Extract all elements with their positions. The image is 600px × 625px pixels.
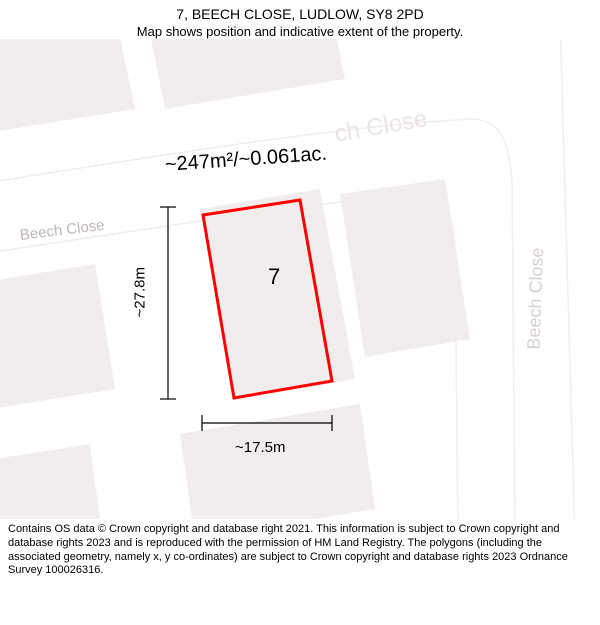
height-dimension-label: ~27.8m <box>132 267 149 317</box>
copyright-footer: Contains OS data © Crown copyright and d… <box>0 519 600 578</box>
building-footprint <box>0 264 115 414</box>
street-name-label: Beech Close <box>524 247 549 350</box>
map-svg <box>0 39 600 519</box>
plot-number: 7 <box>268 264 280 290</box>
subtitle: Map shows position and indicative extent… <box>0 24 600 39</box>
map-container: ~247m²/~0.061ac. 7 ~17.5m ~27.8m Beech C… <box>0 39 600 519</box>
width-dimension-label: ~17.5m <box>235 439 285 456</box>
address-title: 7, BEECH CLOSE, LUDLOW, SY8 2PD <box>0 6 600 22</box>
header: 7, BEECH CLOSE, LUDLOW, SY8 2PD Map show… <box>0 0 600 39</box>
